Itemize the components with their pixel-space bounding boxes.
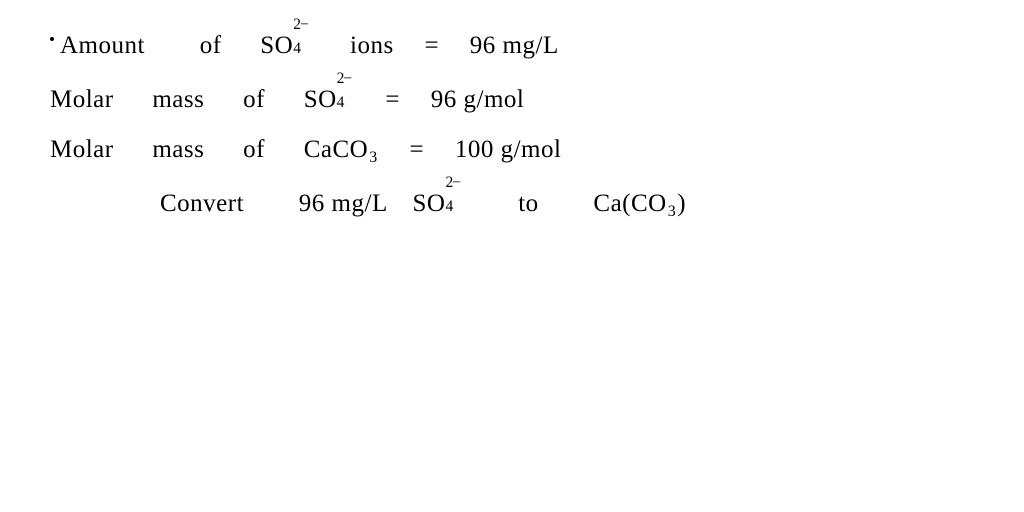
species-sub: 3 xyxy=(369,149,378,167)
equals-sign: = xyxy=(385,86,400,114)
word-mass: mass xyxy=(152,136,204,164)
species-base: SO xyxy=(260,32,293,59)
species-sub: 3 xyxy=(668,203,677,221)
species-so4: SO2−4 xyxy=(260,28,311,60)
word-molar: Molar xyxy=(50,136,114,164)
word-to: to xyxy=(518,190,538,218)
word-molar: Molar xyxy=(50,86,114,114)
word-of: of xyxy=(243,86,265,114)
equals-sign: = xyxy=(424,32,439,60)
bullet-dot xyxy=(50,37,54,41)
species-so4: SO2−4 xyxy=(304,82,355,114)
species-co: CO xyxy=(631,190,667,217)
species-base: SO xyxy=(412,190,445,217)
species-sup: 2− xyxy=(293,16,308,34)
species-sub: 4 xyxy=(445,198,453,216)
species-sub: 4 xyxy=(337,94,345,112)
species-caco3: CaCO3 xyxy=(304,136,379,164)
word-ions: ions xyxy=(350,32,394,60)
species-base: SO xyxy=(304,86,337,113)
species-sub: 4 xyxy=(293,40,301,58)
species-so4: SO2−4 xyxy=(412,186,463,218)
species-caco3-paren: Ca(CO3) xyxy=(593,190,686,218)
species-subsup: 2−4 xyxy=(337,82,355,107)
paren-close: ) xyxy=(677,190,686,217)
line-1: Amount of SO2−4 ions = 96 mg/L xyxy=(50,28,974,60)
word-of: of xyxy=(243,136,265,164)
species-co: CO xyxy=(332,136,368,163)
value-concentration: 96 mg/L xyxy=(299,190,388,218)
equals-sign: = xyxy=(409,136,424,164)
value-molarmass: 100 g/mol xyxy=(455,136,562,164)
value-molarmass: 96 g/mol xyxy=(431,86,525,114)
line-2: Molar mass of SO2−4 = 96 g/mol xyxy=(50,82,974,114)
word-convert: Convert xyxy=(160,190,244,218)
species-sup: 2− xyxy=(337,70,352,88)
species-sup: 2− xyxy=(445,174,460,192)
value-concentration: 96 mg/L xyxy=(470,32,559,60)
word-of: of xyxy=(200,32,222,60)
species-ca: Ca xyxy=(304,136,333,163)
word-amount: Amount xyxy=(60,32,145,60)
line-3: Molar mass of CaCO3 = 100 g/mol xyxy=(50,136,974,164)
species-subsup: 2−4 xyxy=(445,186,463,211)
species-subsup: 2−4 xyxy=(293,28,311,53)
line-4: Convert 96 mg/L SO2−4 to Ca(CO3) xyxy=(160,186,974,218)
paren-open: Ca( xyxy=(593,190,631,217)
word-mass: mass xyxy=(152,86,204,114)
